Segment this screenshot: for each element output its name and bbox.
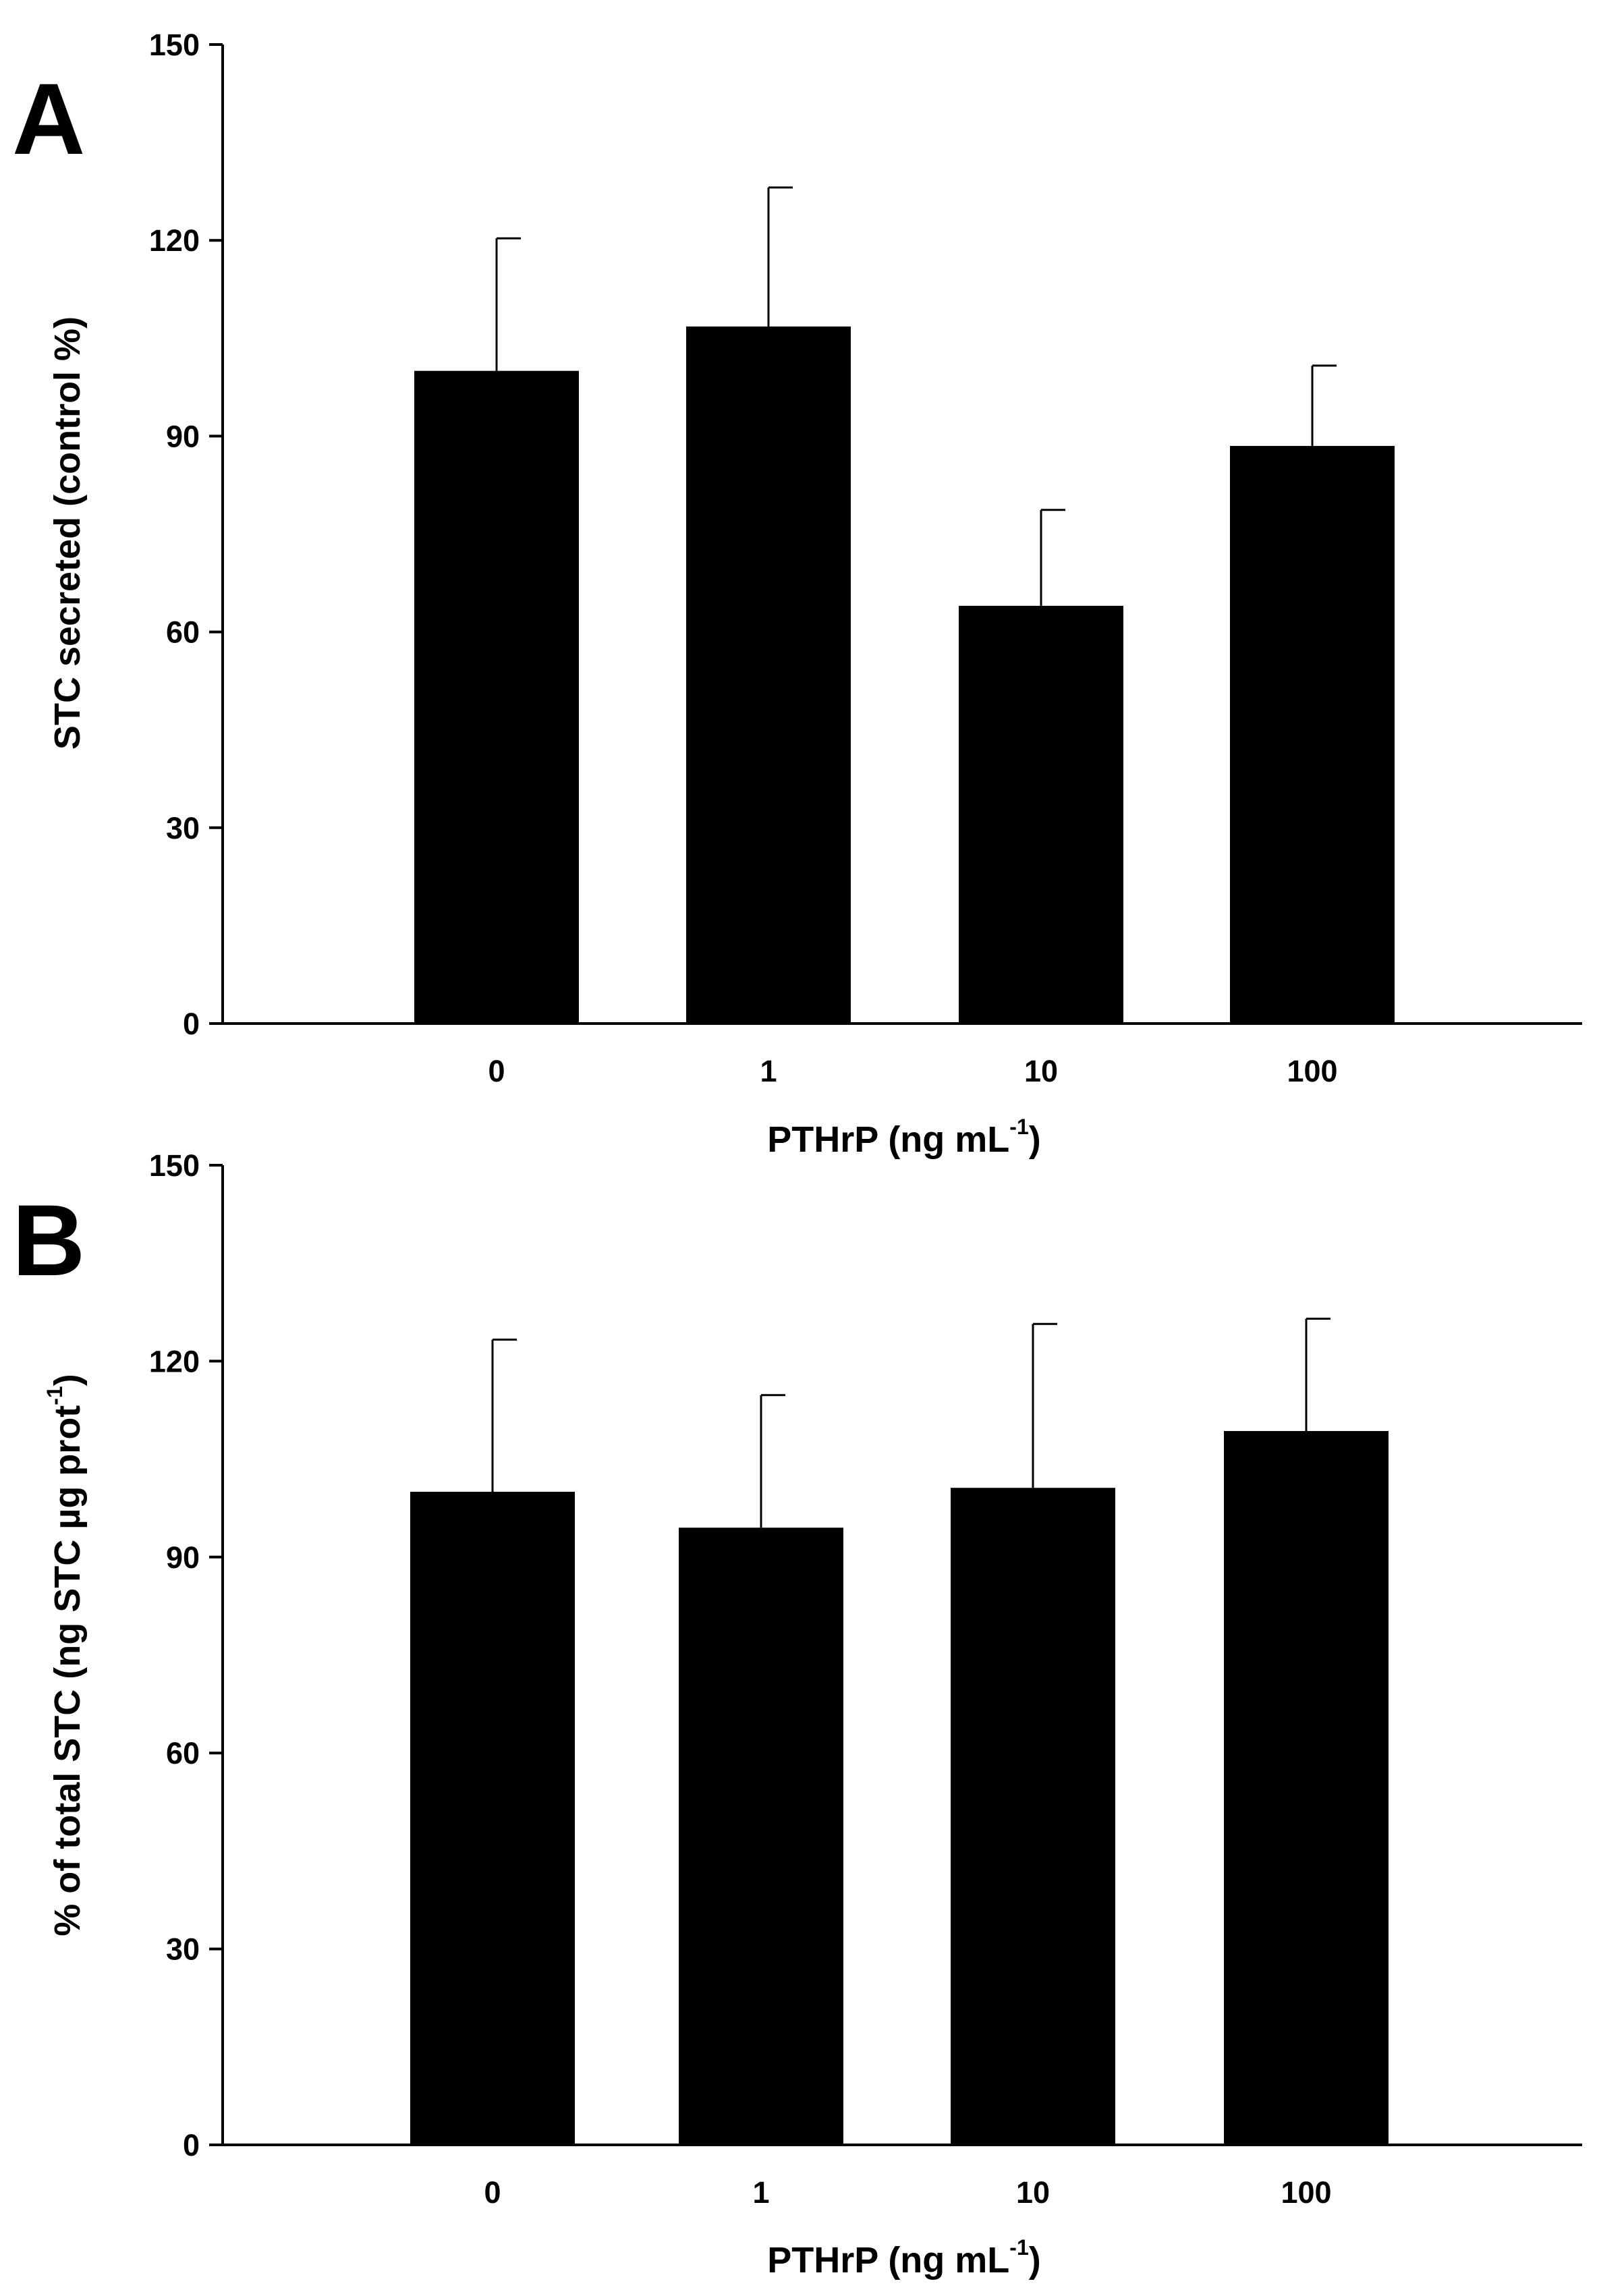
- bar: [1230, 445, 1395, 1024]
- y-tick-label: 0: [183, 2128, 200, 2162]
- panel-b-x-axis-title: PTHrP (ng mL-1): [767, 2235, 1040, 2280]
- bar: [1224, 1430, 1389, 2145]
- x-tick-label: 10: [1016, 2175, 1050, 2210]
- y-tick-label: 30: [166, 1932, 200, 1967]
- bar: [679, 1528, 843, 2145]
- x-tick-label: 100: [1281, 2175, 1331, 2210]
- bar: [959, 605, 1123, 1024]
- y-tick-label: 150: [149, 28, 200, 62]
- panel-b: B 0 30 60 90 120 150 0 1 10 100 % of total STC (…: [12, 1148, 1582, 2280]
- panel-a: A 0 30 60 90 120 150 0 1 10 100 STC secreted (co…: [12, 28, 1582, 1160]
- panel-b-letter: B: [12, 1183, 85, 1297]
- y-tick-label: 0: [183, 1007, 200, 1041]
- y-tick-label: 120: [149, 223, 200, 258]
- x-tick-label: 100: [1287, 1054, 1337, 1088]
- bar: [951, 1488, 1115, 2145]
- x-tick-label: 0: [484, 2175, 501, 2210]
- y-tick-label: 90: [166, 1540, 200, 1575]
- x-tick-label: 0: [488, 1054, 505, 1088]
- panel-b-y-axis-title: % of total STC (ng STC µg prot-1): [43, 1374, 88, 1936]
- y-tick-label: 150: [149, 1148, 200, 1183]
- x-tick-label: 1: [760, 1054, 777, 1088]
- y-tick-label: 90: [166, 419, 200, 453]
- bar: [686, 326, 851, 1024]
- panel-b-x-ticks: 0 1 10 100: [484, 2175, 1331, 2210]
- panel-a-x-ticks: 0 1 10 100: [488, 1054, 1337, 1088]
- x-tick-label: 10: [1024, 1054, 1058, 1088]
- y-tick-label: 60: [166, 1736, 200, 1770]
- bar: [414, 370, 579, 1024]
- panel-a-x-axis-title: PTHrP (ng mL-1): [767, 1115, 1040, 1160]
- y-tick-label: 30: [166, 811, 200, 845]
- panel-a-y-axis-title: STC secreted (control %): [47, 316, 88, 750]
- bar: [410, 1492, 575, 2145]
- panel-a-y-ticks: 0 30 60 90 120 150: [149, 28, 223, 1041]
- y-tick-label: 120: [149, 1344, 200, 1378]
- panel-a-plot: [414, 186, 1395, 1024]
- y-tick-label: 60: [166, 615, 200, 650]
- panel-b-y-ticks: 0 30 60 90 120 150: [149, 1148, 223, 2162]
- panel-a-letter: A: [12, 62, 85, 175]
- panel-b-plot: [410, 1317, 1389, 2145]
- x-tick-label: 1: [752, 2175, 769, 2210]
